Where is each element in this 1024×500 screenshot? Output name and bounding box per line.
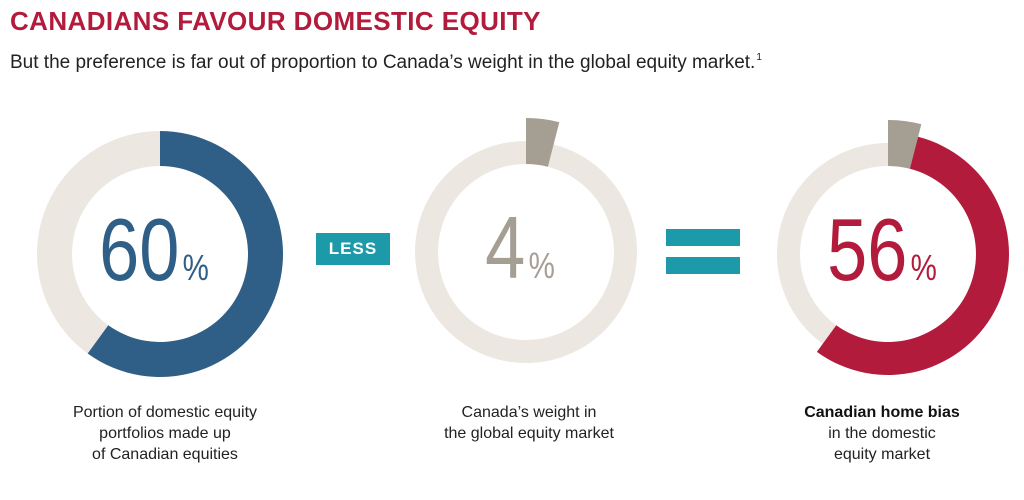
caption-bold-text: Canadian home bias [804, 404, 960, 421]
caption-global-weight: Canada’s weight in the global equity mar… [389, 402, 669, 444]
subtitle-text: But the preference is far out of proport… [10, 52, 756, 73]
caption-line: in the domestic [828, 425, 936, 442]
donut-track [415, 141, 637, 363]
equals-bar-top [666, 229, 740, 246]
caption-bold-line: Canadian home bias [742, 402, 1022, 423]
equals-bar-bottom [666, 257, 740, 274]
footnote-marker: 1 [756, 52, 762, 63]
chart-subtitle: But the preference is far out of proport… [10, 52, 762, 74]
caption-domestic-portion: Portion of domestic equity portfolios ma… [25, 402, 305, 465]
donut-slice-domestic [87, 131, 284, 378]
caption-line: portfolios made up [99, 425, 231, 442]
donut-value-label: 60% [99, 201, 209, 299]
chart-title: CANADIANS FAVOUR DOMESTIC EQUITY [10, 6, 541, 36]
donut-value-label: 56% [827, 201, 937, 299]
caption-line: of Canadian equities [92, 446, 238, 463]
caption-line: Canada’s weight in [461, 404, 597, 421]
donut-slice-home-bias [816, 136, 1010, 375]
donut-value-label: 4% [485, 199, 555, 297]
caption-line: Portion of domestic equity [72, 404, 258, 421]
caption-home-bias: Canadian home bias in the domestic equit… [742, 402, 1022, 465]
caption-line: equity market [833, 446, 931, 463]
caption-line: the global equity market [444, 425, 614, 442]
donut-slice-global-weight [526, 118, 560, 167]
donut-slice-global-offset [888, 120, 922, 169]
less-operator: LESS [316, 233, 390, 265]
